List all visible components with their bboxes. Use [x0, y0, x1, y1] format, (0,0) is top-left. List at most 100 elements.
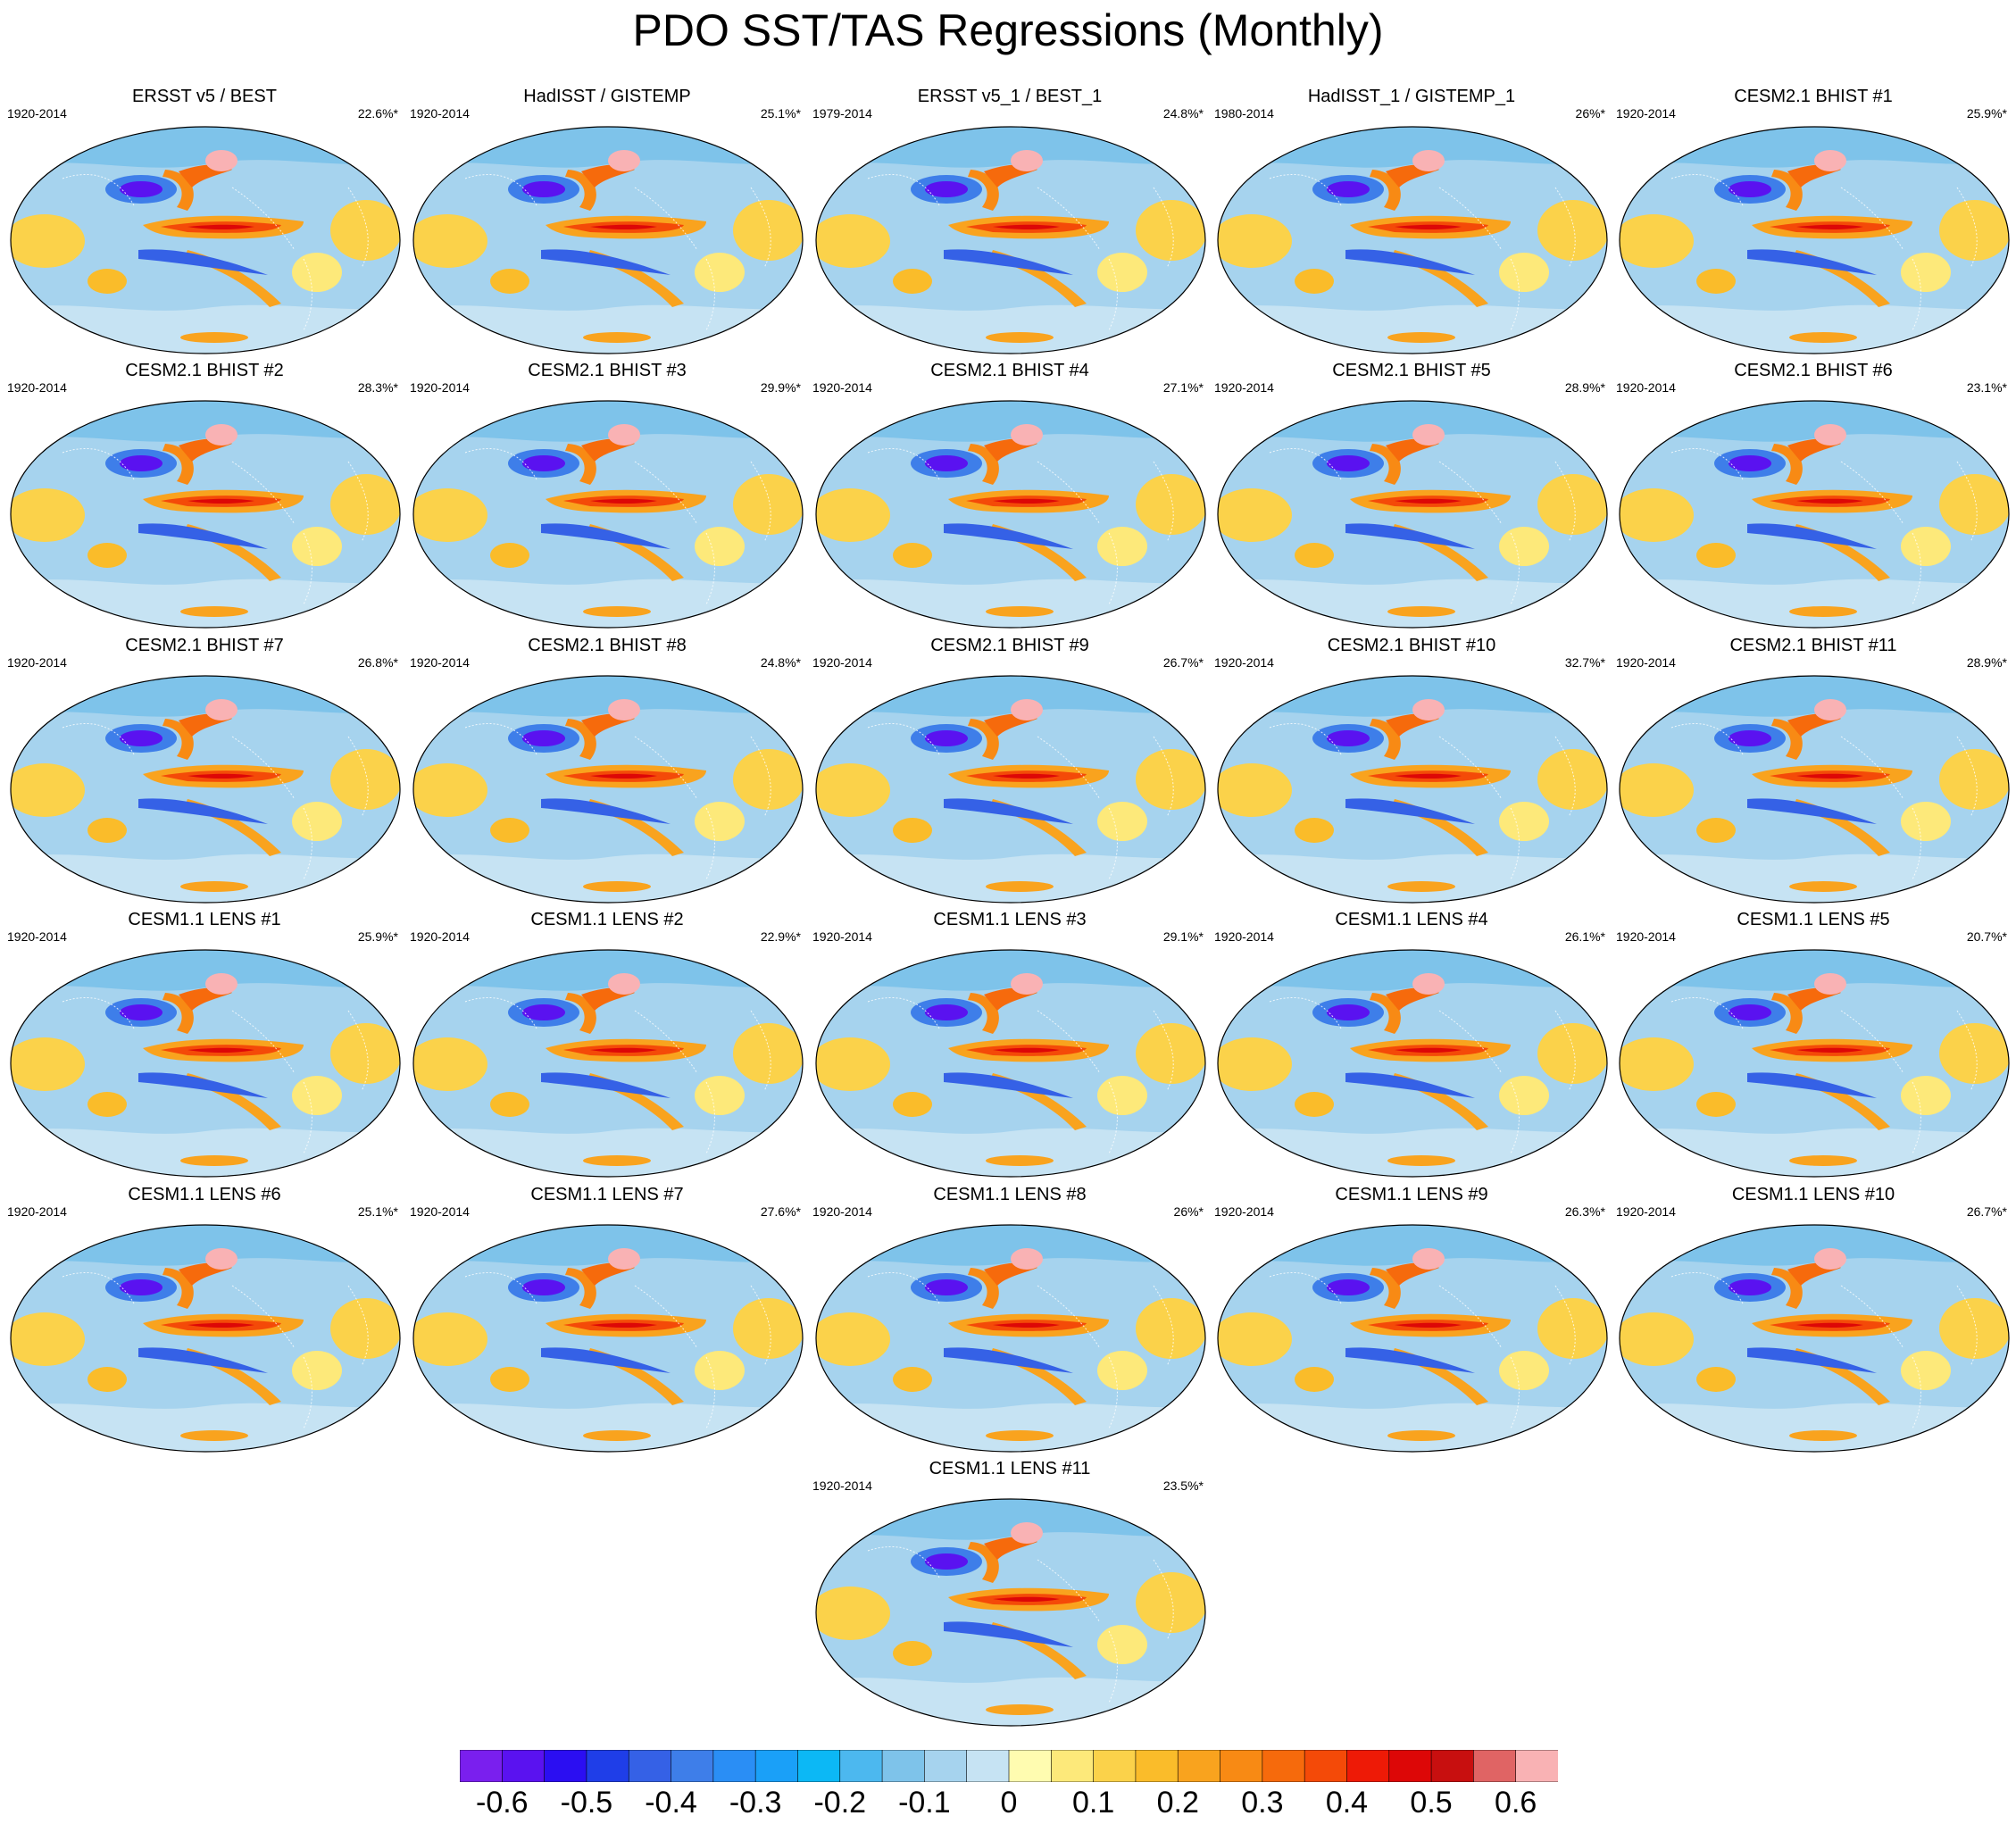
- southern-warm-patch: [1387, 881, 1455, 892]
- northern-band: [11, 127, 400, 168]
- alaska-warm-peak: [205, 150, 237, 171]
- warm-region-south-america: [695, 253, 745, 292]
- warm-region-south-america: [1499, 802, 1549, 841]
- tropical-peak: [1796, 498, 1863, 504]
- warm-region-australia: [87, 1367, 127, 1392]
- map-outline: [10, 1224, 401, 1453]
- south-pacific-cold-band: [541, 1347, 671, 1373]
- regression-map: [1217, 400, 1608, 629]
- southern-warm-patch: [1789, 1430, 1857, 1441]
- warm-region-east: [1136, 474, 1205, 535]
- warm-region-south-america: [292, 1351, 342, 1390]
- map-panel: CESM1.1 LENS #6 1920-2014 25.1%*: [5, 1182, 404, 1455]
- south-pacific-cold-band: [944, 1072, 1073, 1098]
- panel-period: 1920-2014: [7, 1204, 67, 1219]
- panel-variance: 27.1%*: [1162, 380, 1204, 395]
- panel-period: 1980-2014: [1214, 106, 1274, 121]
- warm-region-west: [413, 763, 487, 817]
- warm-region-south-america: [1097, 1625, 1147, 1664]
- southern-warm-patch: [180, 1430, 248, 1441]
- coastlines: [464, 1271, 771, 1429]
- tropical-peak: [590, 1047, 657, 1053]
- tropical-peak: [187, 498, 254, 504]
- alaska-warm-peak: [608, 973, 640, 995]
- panel-title: HadISST / GISTEMP: [523, 87, 691, 106]
- panel-title: CESM1.1 LENS #4: [1335, 910, 1488, 929]
- colorbar-tick-label: -0.1: [898, 1786, 951, 1820]
- southern-band: [816, 304, 1205, 354]
- tropical-peak: [1395, 498, 1462, 504]
- warm-region-east: [1537, 200, 1607, 261]
- alaska-warm-peak: [1011, 150, 1043, 171]
- panel-variance: 26.7%*: [1966, 1204, 2007, 1219]
- map-outline: [1217, 1224, 1608, 1453]
- warm-region-south-america: [695, 1076, 745, 1115]
- panel-variance: 26.7%*: [1162, 655, 1204, 670]
- warm-region-australia: [893, 1641, 932, 1666]
- panel-period: 1920-2014: [410, 106, 470, 121]
- map-panel: CESM1.1 LENS #4 1920-2014 26.1%*: [1212, 907, 1611, 1180]
- south-pacific-cold-band: [1747, 798, 1877, 824]
- warm-region-australia: [490, 1092, 529, 1117]
- alaska-warm-peak: [205, 424, 237, 446]
- regression-map: [10, 675, 401, 904]
- panel-title: ERSST v5 / BEST: [132, 87, 277, 106]
- colorbar-swatch: [1051, 1750, 1095, 1782]
- north-pacific-cold-core: [925, 1004, 968, 1020]
- north-pacific-cold-core: [1327, 1279, 1370, 1295]
- warm-region-south-america: [695, 1351, 745, 1390]
- regression-map: [412, 949, 804, 1178]
- map-outline: [10, 949, 401, 1178]
- alaska-warm-peak: [608, 699, 640, 720]
- southern-warm-patch: [1789, 606, 1857, 617]
- warm-region-east: [1537, 1298, 1607, 1359]
- panel-period: 1920-2014: [1616, 655, 1676, 670]
- map-panel: CESM2.1 BHIST #3 1920-2014 29.9%*: [408, 358, 806, 631]
- colorbar-swatch: [1135, 1750, 1179, 1782]
- southern-warm-patch: [986, 881, 1054, 892]
- warm-region-east: [1136, 1572, 1205, 1633]
- warm-region-east: [330, 474, 400, 535]
- panel-variance: 28.3%*: [357, 380, 398, 395]
- colorbar-swatch: [1515, 1750, 1558, 1782]
- panel-period: 1920-2014: [1616, 106, 1676, 121]
- southern-band: [413, 579, 803, 628]
- map-outline: [1619, 949, 2010, 1178]
- warm-region-australia: [490, 818, 529, 843]
- colorbar-swatch: [502, 1750, 546, 1782]
- warm-region-east: [1136, 1298, 1205, 1359]
- warm-region-australia: [1696, 1092, 1736, 1117]
- colorbar-swatch: [1304, 1750, 1348, 1782]
- map-outline: [10, 675, 401, 904]
- northern-band: [413, 676, 803, 717]
- panel-period: 1920-2014: [812, 655, 872, 670]
- alaska-warm-peak: [1011, 973, 1043, 995]
- warm-region-south-america: [292, 527, 342, 566]
- map-panel: CESM1.1 LENS #7 1920-2014 27.6%*: [408, 1182, 806, 1455]
- panel-period: 1920-2014: [7, 106, 67, 121]
- alaska-warm-peak: [1011, 424, 1043, 446]
- coastlines: [1670, 447, 1978, 605]
- tropical-peak: [993, 224, 1060, 229]
- colorbar-swatch: [712, 1750, 756, 1782]
- north-pacific-cold-core: [1729, 455, 1771, 471]
- northern-band: [1620, 127, 2009, 168]
- panel-title: CESM2.1 BHIST #4: [930, 361, 1089, 380]
- warm-region-australia: [1295, 1092, 1334, 1117]
- coastlines: [1670, 1271, 1978, 1429]
- southern-band: [816, 1677, 1205, 1726]
- warm-region-west: [413, 1312, 487, 1366]
- colorbar-swatch: [966, 1750, 1010, 1782]
- panel-period: 1920-2014: [1616, 929, 1676, 944]
- map-outline: [815, 1498, 1206, 1727]
- southern-band: [11, 579, 400, 628]
- colorbar-tick-label: -0.5: [560, 1786, 613, 1820]
- panel-variance: 32.7%*: [1564, 655, 1605, 670]
- southern-band: [1620, 854, 2009, 903]
- north-pacific-cold-core: [120, 455, 162, 471]
- warm-region-australia: [893, 818, 932, 843]
- warm-region-south-america: [1097, 527, 1147, 566]
- warm-region-south-america: [1499, 1076, 1549, 1115]
- panel-variance: 23.1%*: [1966, 380, 2007, 395]
- warm-region-east: [733, 200, 803, 261]
